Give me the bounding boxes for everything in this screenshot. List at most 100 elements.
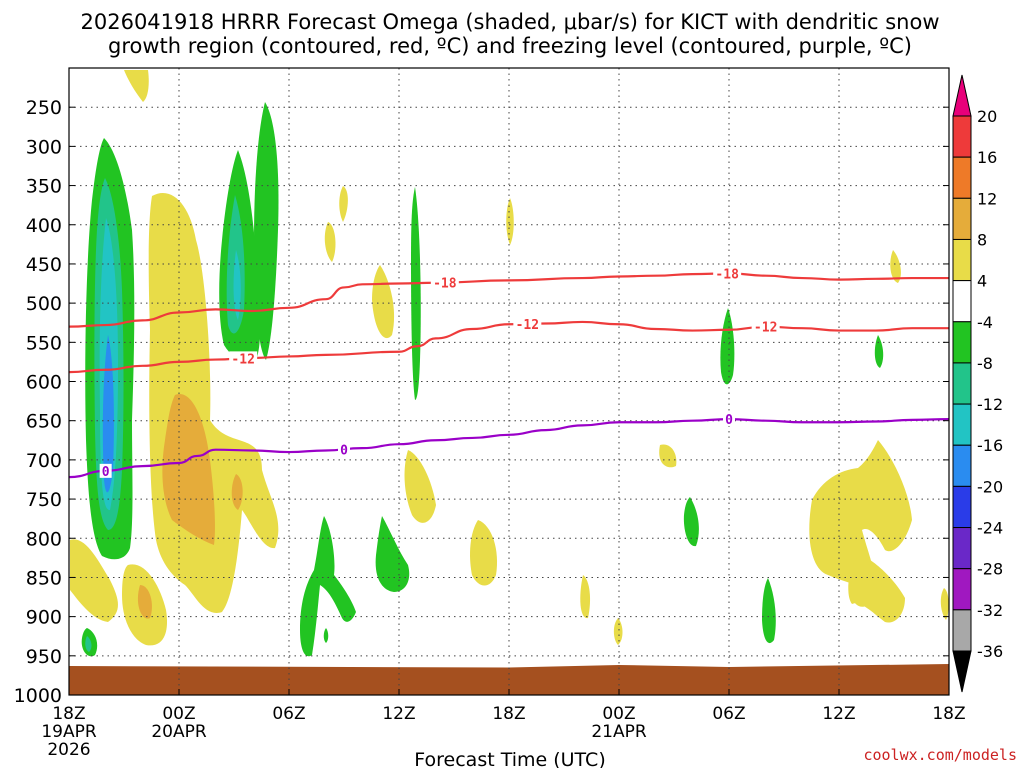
- x-tick-label: 2026: [47, 740, 90, 760]
- colorbar-label: 20: [977, 107, 997, 126]
- colorbar-bin: [952, 403, 972, 446]
- contour-label: -12: [754, 321, 777, 336]
- colorbar-bin: [952, 321, 972, 364]
- x-axis-label: Forecast Time (UTC): [414, 749, 605, 768]
- contour-label-bg: [99, 463, 112, 478]
- y-tick-label: 550: [26, 332, 62, 354]
- omega-negative-region: [233, 250, 241, 320]
- y-tick-label: 250: [26, 97, 62, 119]
- colorbar-label: 8: [977, 230, 987, 249]
- contour-line: [69, 272, 949, 328]
- omega-positive-region: [339, 186, 348, 222]
- colorbar-bin: [952, 568, 972, 611]
- omega-positive-region: [180, 540, 224, 610]
- x-tick-label: 06Z: [272, 704, 305, 724]
- colorbar-label: -12: [977, 395, 1003, 414]
- omega-field: [70, 70, 949, 657]
- omega-positive-region: [70, 539, 118, 622]
- y-tick-label: 600: [26, 372, 62, 394]
- x-tick-label: 21APR: [591, 722, 647, 742]
- y-tick-label: 400: [26, 215, 62, 237]
- y-tick-label: 350: [26, 176, 62, 198]
- y-tick-label: 750: [26, 489, 62, 511]
- colorbar-label: -28: [977, 560, 1003, 579]
- x-tick-label: 12Z: [822, 704, 855, 724]
- colorbar-bottom-triangle: [952, 650, 972, 693]
- y-tick-label: 500: [26, 293, 62, 315]
- omega-negative-region: [874, 335, 884, 368]
- omega-positive-region: [324, 222, 336, 262]
- contour-label-bg: [723, 412, 735, 427]
- contour-label: -12: [231, 352, 254, 367]
- y-tick-label: 450: [26, 254, 62, 276]
- colorbar-label: -4: [977, 313, 993, 332]
- colorbar-bin: [952, 280, 972, 323]
- colorbar-label: -36: [977, 642, 1003, 661]
- omega-positive-region: [890, 250, 901, 283]
- colorbar-label: 16: [977, 148, 997, 167]
- contour-label: -12: [516, 318, 539, 333]
- contour-label: -18: [433, 276, 457, 291]
- colorbar-label: 4: [977, 272, 987, 291]
- y-tick-label: 850: [26, 567, 62, 589]
- colorbar-label: 12: [977, 189, 997, 208]
- contour-label-bg: [229, 351, 258, 366]
- contour-label-bg: [338, 442, 350, 457]
- x-tick-label: 19APR: [41, 722, 97, 742]
- colorbar-bin: [952, 362, 972, 405]
- omega-positive-region: [506, 198, 514, 245]
- omega-positive-region: [470, 520, 498, 586]
- omega-positive-region: [659, 444, 677, 468]
- omega-negative-region: [300, 516, 356, 657]
- y-tick-label: 650: [26, 411, 62, 433]
- x-tick-label: 12Z: [382, 704, 415, 724]
- colorbar-label: -8: [977, 354, 993, 373]
- omega-negative-region: [683, 497, 699, 547]
- colorbar-label: -20: [977, 477, 1003, 496]
- omega-positive-region: [124, 70, 149, 102]
- colorbar-bin: [952, 238, 972, 282]
- contour-lines: -18 -18 -12 -12 -12 0 0 0: [69, 266, 949, 480]
- omega-positive-region: [137, 585, 152, 619]
- omega-positive-region: [850, 580, 869, 607]
- x-tick-label: 00Z: [602, 704, 635, 724]
- omega-positive-region: [848, 555, 905, 623]
- omega-negative-region: [375, 516, 410, 592]
- colorbar-bin: [952, 485, 972, 529]
- y-tick-label: 800: [26, 528, 62, 550]
- contour-label-bg: [513, 316, 542, 331]
- colorbar: 20 16 12 8 4 -4 -8 -12 -16 -20 -24 -28 -32 -36: [952, 74, 1003, 693]
- colorbar-bin: [952, 444, 972, 487]
- omega-negative-region: [254, 102, 279, 360]
- colorbar-label: -24: [977, 519, 1003, 538]
- omega-positive-region: [580, 575, 591, 619]
- chart-title-line-1: 2026041918 HRRR Forecast Omega (shaded, …: [81, 10, 940, 34]
- x-tick-label: 18Z: [52, 704, 85, 724]
- contour-label-bg: [713, 266, 742, 281]
- contour-label: -18: [715, 267, 739, 282]
- omega-positive-region: [613, 618, 623, 645]
- omega-positive-region: [231, 474, 243, 510]
- y-tick-label: 700: [26, 450, 62, 472]
- x-tick-label: 18Z: [932, 704, 965, 724]
- contour-line: [69, 320, 949, 374]
- y-tick-label: 1000: [14, 685, 62, 707]
- gridlines: [69, 68, 949, 695]
- contour-label-bg: [430, 275, 459, 290]
- chart-title-line-2: growth region (contoured, red, ºC) and f…: [108, 34, 912, 58]
- contour-label: 0: [340, 443, 348, 458]
- y-tick-label: 900: [26, 607, 62, 629]
- omega-negative-region: [102, 335, 114, 493]
- x-tick-label: 18Z: [492, 704, 525, 724]
- omega-negative-region: [720, 308, 735, 385]
- contour-label: 0: [102, 465, 110, 480]
- contour-line: [69, 418, 949, 479]
- omega-negative-region: [85, 636, 92, 652]
- colorbar-label: -16: [977, 436, 1003, 455]
- x-tick-label: 20APR: [151, 722, 207, 742]
- omega-positive-region: [809, 440, 912, 588]
- colorbar-top-triangle: [952, 74, 972, 117]
- y-tick-label: 950: [26, 646, 62, 668]
